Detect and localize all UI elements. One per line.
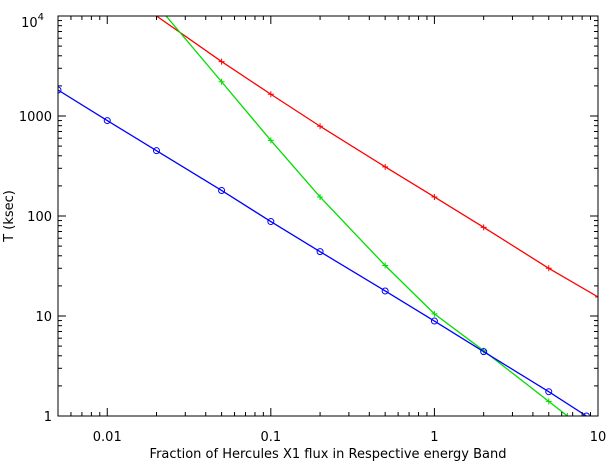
y-tick-label: 1000 <box>19 110 52 125</box>
data-point <box>58 86 62 94</box>
data-point <box>430 317 438 325</box>
data-point <box>317 123 324 130</box>
data-point <box>381 287 389 295</box>
data-point <box>595 293 598 300</box>
data-point <box>545 265 552 272</box>
ticks-layer <box>57 15 599 417</box>
y-axis-label: T (ksec) <box>2 190 17 243</box>
data-point <box>431 310 438 317</box>
data-point <box>316 248 324 256</box>
series-line <box>156 16 598 298</box>
series-1 <box>153 2 571 416</box>
data-point <box>564 413 571 416</box>
series-layer <box>58 2 598 416</box>
data-point <box>152 147 160 155</box>
data-point <box>317 193 324 200</box>
x-tick-label: 1 <box>430 430 438 445</box>
data-point <box>103 117 111 125</box>
y-tick-label: 100 <box>27 210 52 225</box>
series-2 <box>58 86 590 416</box>
x-tick-label: 0.1 <box>260 430 281 445</box>
series-0 <box>153 16 598 300</box>
data-point <box>218 186 226 194</box>
data-point <box>480 224 487 231</box>
data-point <box>267 91 274 98</box>
x-tick-label: 0.01 <box>93 430 122 445</box>
y-tick-label: 10 <box>35 310 52 325</box>
x-tick-label: 10 <box>590 430 607 445</box>
data-point <box>545 388 553 396</box>
data-point <box>267 137 274 144</box>
data-point <box>582 412 590 416</box>
data-point <box>545 398 552 405</box>
data-point <box>382 163 389 170</box>
data-point <box>153 2 159 8</box>
data-point <box>267 218 275 226</box>
data-point <box>218 78 225 85</box>
y-tick-exponent: 4 <box>38 12 44 23</box>
plot-frame <box>57 15 599 417</box>
data-point <box>382 262 389 269</box>
y-tick-label: 1 <box>44 410 52 425</box>
y-tick-label: 104 <box>21 12 44 31</box>
series-line <box>165 16 568 416</box>
data-point <box>431 193 438 200</box>
tick-labels-layer: 0.01 0.1 1 10 1 10 100 1000 104 <box>19 12 606 445</box>
data-point <box>480 348 488 356</box>
x-axis-label: Fraction of Hercules X1 flux in Respecti… <box>150 447 507 462</box>
data-point <box>218 58 225 65</box>
series-line <box>58 89 587 416</box>
